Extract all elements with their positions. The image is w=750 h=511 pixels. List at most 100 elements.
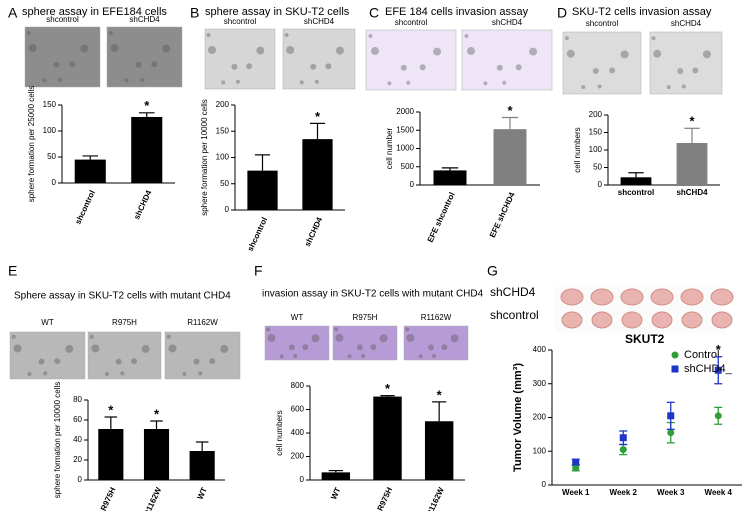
micrograph-spot (620, 50, 629, 59)
significance-mark: * (154, 406, 160, 421)
micrograph-spot (65, 344, 74, 353)
micrograph-spot (209, 358, 216, 365)
micrograph-spot (38, 358, 45, 365)
y-tick-label: 50 (220, 179, 229, 188)
x-tick-label: shcontrol (73, 189, 97, 226)
tumor (710, 288, 734, 306)
image-label: R975H (112, 318, 137, 327)
x-tick-label: WT (195, 486, 208, 501)
y-tick-label: 50 (593, 163, 602, 172)
panel-letter: E (8, 263, 17, 279)
y-tick-label: 100 (216, 153, 230, 162)
micrograph-spot (286, 46, 295, 54)
micrograph-spot (162, 44, 171, 53)
significance-mark: * (315, 109, 321, 124)
significance-mark: * (437, 387, 443, 402)
image-label: R1162W (187, 318, 218, 327)
image-label: WT (41, 318, 54, 327)
x-tick-label: Week 4 (705, 488, 733, 497)
y-tick-label: 800 (291, 381, 305, 390)
tumor (681, 311, 703, 329)
micrograph-spot (302, 344, 309, 351)
bar (433, 170, 467, 185)
micrograph-spot (220, 344, 229, 353)
bar (493, 129, 527, 185)
micrograph-spot (58, 77, 63, 82)
x-tick-label: shcontrol (618, 188, 654, 197)
micrograph-spot (299, 80, 304, 85)
significance-mark: * (144, 98, 150, 113)
micrograph-spot (400, 64, 407, 71)
micrograph-spot (246, 63, 253, 70)
micrograph-spot (597, 84, 602, 89)
panel-letter: C (369, 5, 379, 21)
point (667, 412, 675, 420)
y-tick-label: 150 (216, 126, 230, 135)
micrograph-spot (609, 67, 616, 74)
x-tick-label: Week 3 (657, 488, 685, 497)
y-tick-label: 0 (598, 180, 603, 189)
micrograph-spot (54, 358, 61, 365)
image-label: shCHD4 (492, 18, 523, 27)
micrograph-spot (464, 34, 469, 38)
micrograph-spot (651, 36, 656, 41)
y-tick-label: 200 (291, 452, 305, 461)
micrograph-spot (368, 34, 373, 38)
bar (143, 429, 170, 480)
micrograph (332, 325, 398, 361)
bar (302, 139, 333, 210)
image-label: R1162W (421, 313, 452, 322)
micrograph-spot (405, 327, 410, 332)
tumor (711, 311, 733, 329)
micrograph-spot (141, 344, 150, 353)
y-axis-label: cell numbers (275, 410, 284, 455)
point (714, 366, 722, 374)
micrograph-spot (124, 78, 129, 83)
micrograph-spot (91, 344, 100, 353)
tumor (621, 311, 643, 329)
micrograph-spot (110, 44, 119, 52)
micrograph-spot (293, 353, 298, 358)
micrograph-spot (432, 353, 437, 358)
y-tick-label: 20 (73, 455, 82, 464)
micrograph (562, 31, 642, 95)
x-tick-label: Week 1 (562, 488, 590, 497)
micrograph-spot (418, 354, 423, 359)
micrograph-spot (104, 371, 109, 376)
panel-letter: D (557, 5, 567, 21)
micrograph-spot (120, 371, 125, 376)
tumor (561, 311, 583, 329)
micrograph-spot (592, 68, 599, 75)
chart-title: sphere assay in SKU-T2 cells (205, 6, 350, 18)
micrograph-spot (43, 371, 48, 376)
micrograph-spot (433, 47, 442, 56)
point (619, 446, 627, 454)
y-tick-label: 400 (291, 428, 305, 437)
micrograph (164, 331, 241, 380)
y-tick-label: 400 (533, 345, 547, 354)
micrograph-spot (692, 67, 699, 74)
micrograph-spot (356, 344, 363, 351)
x-tick-label: R975H (376, 486, 395, 511)
x-tick-label: shcontrol (246, 216, 270, 253)
tumor (620, 288, 644, 306)
micrograph (282, 28, 356, 90)
bar (321, 472, 351, 480)
micrograph-spot (115, 358, 122, 365)
x-tick-label: R975H (99, 486, 118, 511)
micrograph-spot (198, 371, 203, 376)
y-tick-label: 100 (589, 145, 603, 154)
micrograph-spot (166, 334, 171, 339)
micrograph-spot (529, 47, 538, 56)
micrograph-spot (335, 46, 344, 55)
micrograph-spot (370, 344, 377, 351)
micrograph (403, 325, 469, 361)
micrograph-spot (182, 371, 187, 376)
micrograph-spot (311, 334, 320, 343)
micrograph-spot (206, 33, 211, 37)
x-tick-label: EFE shCHD4 (488, 190, 517, 239)
y-tick-label: 0 (300, 475, 305, 484)
y-axis-label: sphere formation per 10000 cells (200, 99, 209, 216)
